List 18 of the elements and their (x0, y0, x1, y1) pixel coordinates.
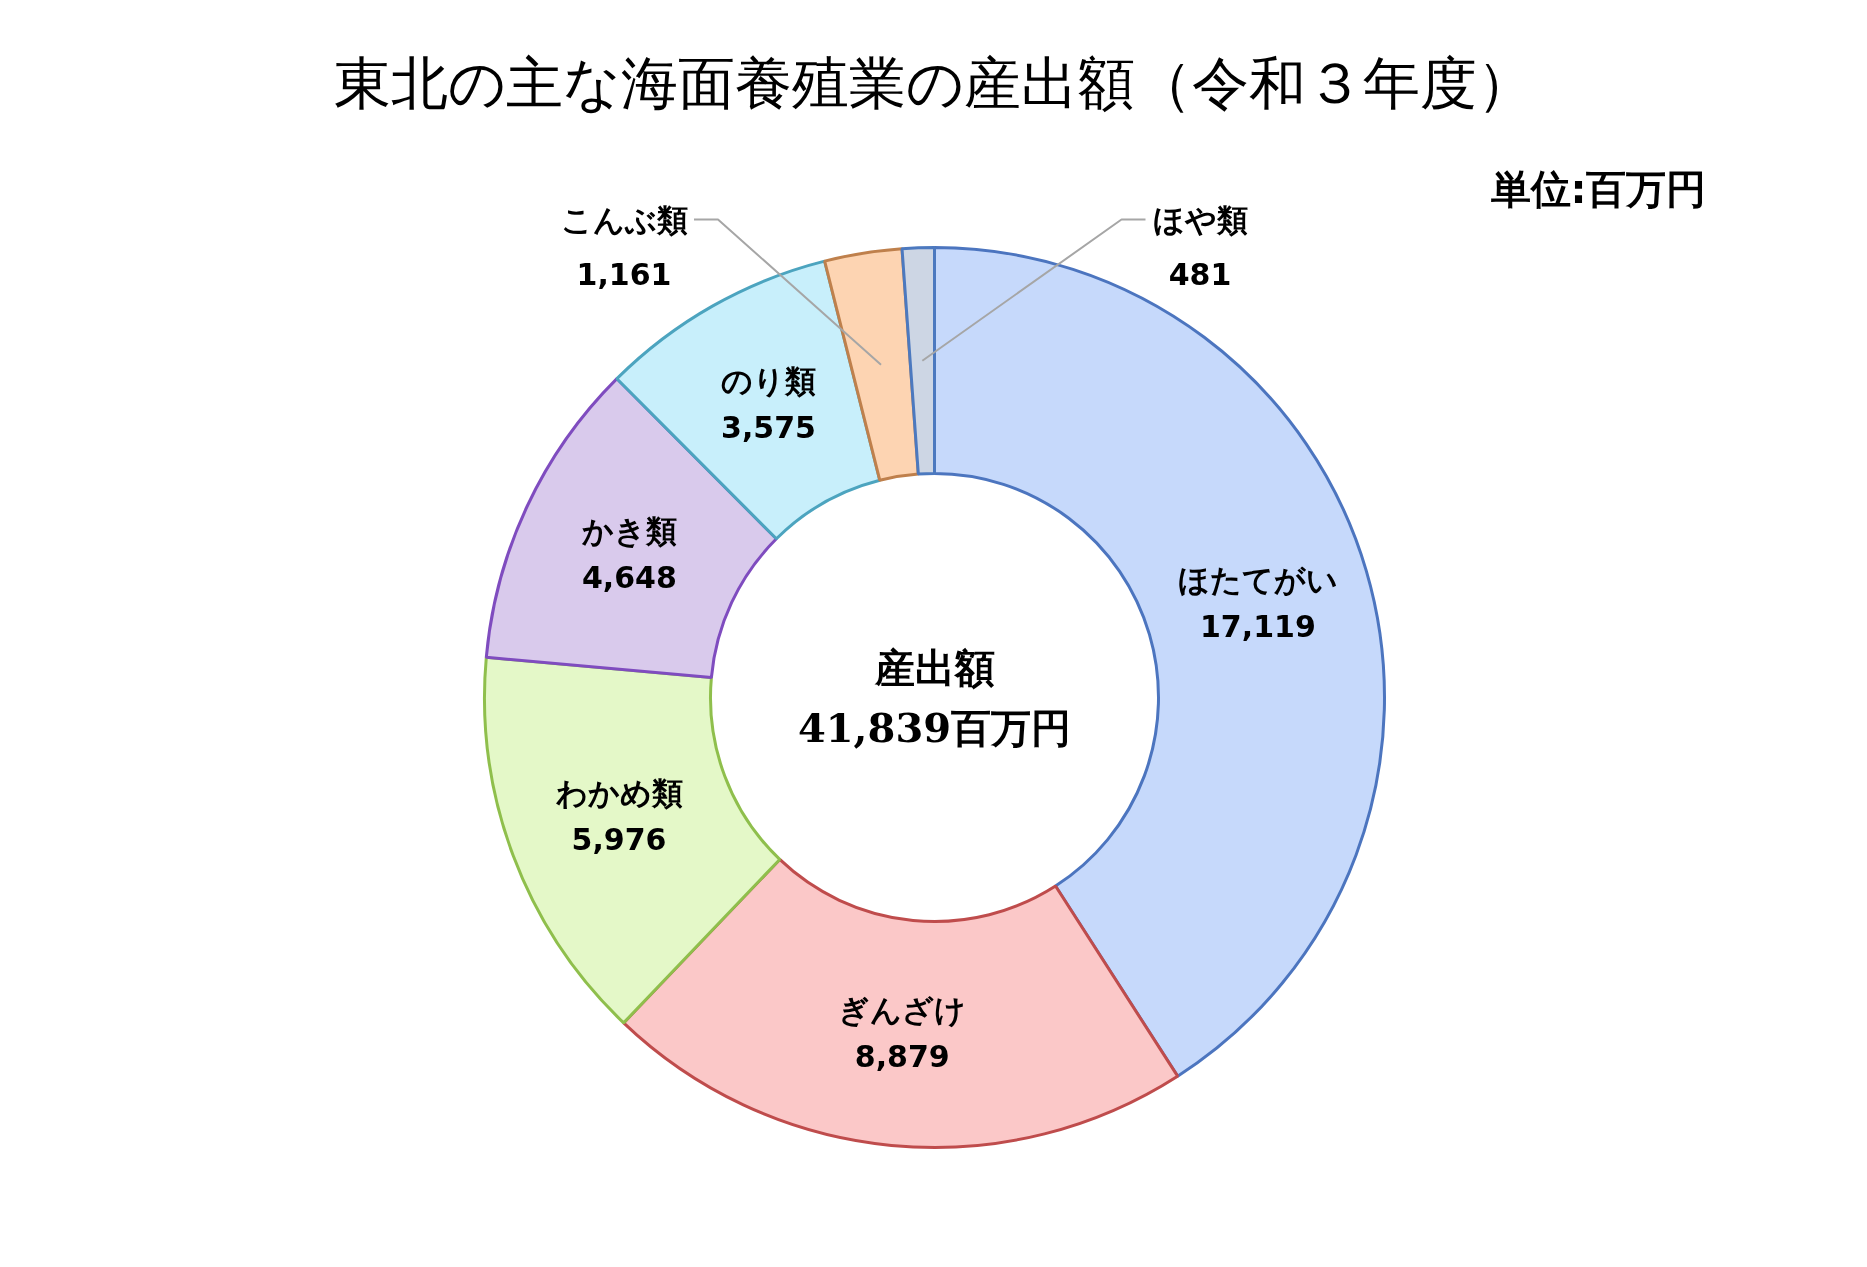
data-label: 1,161 (576, 256, 672, 292)
text: 単位:百万円 (1490, 165, 1707, 212)
slice-label: こんぶ類 (560, 201, 688, 238)
data-label: 4,648 (581, 560, 677, 596)
slice-label: ほたてがい (1177, 561, 1338, 598)
text: 41,839百万円 (797, 704, 1072, 751)
chart-title: 東北の主な海面養殖業の産出額（令和３年度） (334, 49, 1534, 116)
slice-label: ぎんざけ (838, 991, 967, 1028)
text: 産出額 (873, 644, 995, 691)
data-label: 481 (1168, 256, 1232, 292)
data-label: 8,879 (854, 1038, 950, 1074)
data-label: 17,119 (1199, 608, 1316, 644)
data-label: 5,976 (571, 822, 667, 858)
data-label: 3,575 (721, 410, 816, 446)
slice-label: わかめ類 (555, 775, 683, 812)
slice-label: ほや類 (1152, 201, 1248, 238)
slice-label: かき類 (580, 513, 677, 550)
slice-label: のり類 (721, 363, 817, 400)
